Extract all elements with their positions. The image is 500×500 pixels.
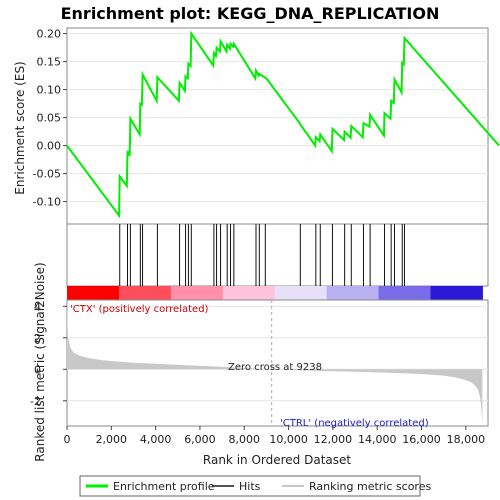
metric-ytick-label: 0 xyxy=(34,363,41,376)
x-tick-label: 14,000 xyxy=(358,433,397,446)
x-axis: 0 2,000 4,000 6,000 8,000 10,000 12,000 14,000 1… xyxy=(64,426,486,446)
x-axis-label: Rank in Ordered Dataset xyxy=(203,453,351,467)
es-gridlines xyxy=(67,33,488,203)
es-yaxis: -0.10 -0.05 0.00 0.05 0.10 0.15 0.20 xyxy=(33,28,67,209)
es-panel-frame xyxy=(66,27,489,225)
ranking-bar-segment xyxy=(430,286,483,300)
zero-cross-label: Zero cross at 9238 xyxy=(228,362,322,373)
legend-box xyxy=(79,475,421,497)
ranking-metric-area xyxy=(67,304,483,425)
x-tick-label: 2,000 xyxy=(96,433,128,446)
x-tick-label: 8,000 xyxy=(229,433,261,446)
es-ylabel: Enrichment score (ES) xyxy=(13,61,27,194)
chart-title: Enrichment plot: KEGG_DNA_REPLICATION xyxy=(61,4,440,23)
x-tick-label: 16,000 xyxy=(402,433,441,446)
enrichment-profile-line xyxy=(66,30,500,219)
hits-marks xyxy=(119,224,405,286)
x-tick-label: 10,000 xyxy=(269,433,308,446)
x-tick-label: 0 xyxy=(64,433,71,446)
ranking-color-bar xyxy=(67,286,483,300)
legend-label: Enrichment profile xyxy=(113,480,215,493)
x-tick-label: 12,000 xyxy=(314,433,353,446)
ranking-bar-segment xyxy=(67,286,120,300)
x-tick-label: 6,000 xyxy=(184,433,216,446)
es-ytick-label: 0.00 xyxy=(37,140,62,153)
legend: Enrichment profile Hits Ranking metric sco… xyxy=(86,480,431,493)
metric-yaxis: -2 0 2 4 xyxy=(30,300,67,408)
ranking-bar-segment xyxy=(118,286,172,300)
metric-ytick-label: -2 xyxy=(30,395,41,408)
ranking-bar-segment xyxy=(222,286,276,300)
es-ytick-label: -0.05 xyxy=(33,168,61,181)
x-tick-label: 18,000 xyxy=(447,433,486,446)
ranking-bar-segment xyxy=(378,286,432,300)
ranking-bar-segment xyxy=(274,286,328,300)
hits-panel-frame xyxy=(66,223,489,287)
metric-ytick-label: 2 xyxy=(34,332,41,345)
es-ytick-label: 0.05 xyxy=(37,112,62,125)
legend-label: Ranking metric scores xyxy=(309,480,431,493)
ranking-bar-segment xyxy=(326,286,380,300)
legend-label: Hits xyxy=(239,480,261,493)
negative-correlation-label: 'CTRL' (negatively correlated) xyxy=(280,418,429,429)
positive-correlation-label: 'CTX' (positively correlated) xyxy=(70,304,209,315)
metric-ylabel: Ranked list metric (Signal2Noise) xyxy=(33,262,47,461)
es-ytick-label: 0.10 xyxy=(37,84,62,97)
metric-ytick-label: 4 xyxy=(34,300,41,313)
es-ytick-label: -0.10 xyxy=(33,196,61,209)
es-ytick-label: 0.20 xyxy=(37,28,62,41)
x-tick-label: 4,000 xyxy=(140,433,172,446)
ranking-bar-segment xyxy=(170,286,224,300)
es-ytick-label: 0.15 xyxy=(37,56,62,69)
